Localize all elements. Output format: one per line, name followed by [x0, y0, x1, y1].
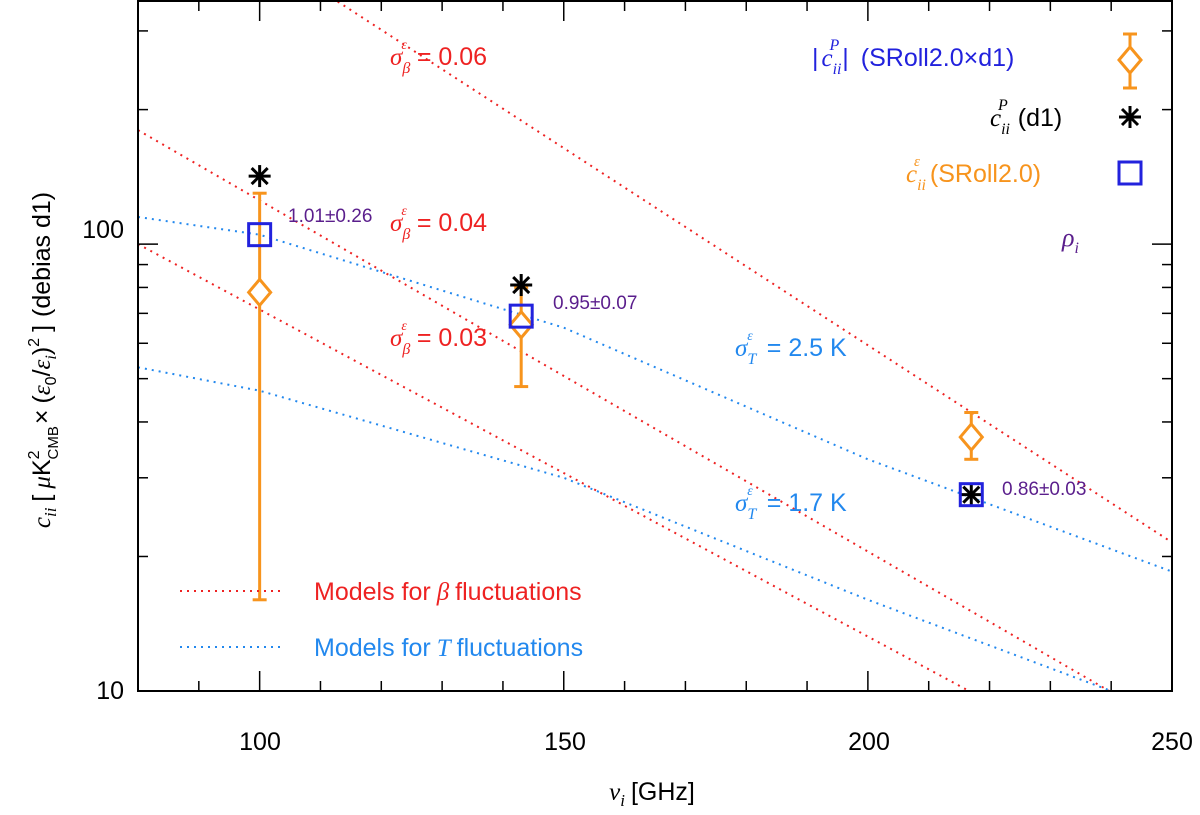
bottom-legend-beta-label: Models for β fluctuations — [314, 578, 582, 606]
model-line-beta-2 — [138, 243, 972, 691]
square-point-0 — [247, 222, 273, 248]
asterisk-point-1-d2 — [512, 275, 531, 295]
x-tick-label-100: 100 — [239, 728, 281, 756]
legend-entry-cP-d1: ciiP (d1) — [990, 97, 1062, 138]
axis-ticks — [138, 1, 1172, 692]
diamond-point-2 — [958, 421, 985, 453]
y-axis-label: cii[μK2 CMB×(ε0/εi)2](debias d1) — [26, 192, 62, 528]
diamond-point-1 — [508, 309, 535, 341]
rho-label-100: 1.01±0.26 — [288, 206, 372, 227]
model-line-T-3 — [138, 216, 1172, 573]
data-marks — [246, 165, 985, 602]
model-lines — [138, 1, 1172, 691]
x-tick-label-150: 150 — [544, 728, 586, 756]
x-tick-label-200: 200 — [848, 728, 890, 756]
sigma-beta-004-label: σβε = 0.04 — [390, 204, 487, 243]
model-line-beta-0 — [335, 1, 1172, 544]
square-point-2 — [958, 482, 984, 508]
legend-entry-ceps-sroll: ciiε (SRoll2.0) — [906, 154, 1041, 194]
rho-label-217: 0.86±0.03 — [1002, 479, 1086, 500]
model-line-T-4 — [138, 366, 1112, 691]
diamond-point-0 — [246, 277, 273, 308]
x-tick-label-250: 250 — [1151, 728, 1193, 756]
sigma-T-25-label: σTε = 2.5 K — [735, 329, 847, 368]
rho-label-143: 0.95±0.07 — [553, 293, 637, 314]
legend-marker-asterisk — [1119, 106, 1141, 128]
plot-frame — [137, 0, 1173, 692]
model-line-beta-1 — [138, 129, 1112, 691]
y-tick-label-10: 10 — [96, 677, 124, 705]
x-axis-label: νi [GHz] — [609, 778, 695, 810]
sigma-T-17-label: σTε = 1.7 K — [735, 484, 847, 523]
asterisk-point-2-d2 — [962, 485, 981, 504]
y-tick-label-100: 100 — [82, 216, 124, 244]
sigma-beta-003-label: σβε = 0.03 — [390, 319, 487, 358]
square-point-1 — [508, 303, 534, 329]
legend-marker-diamond — [1117, 32, 1143, 90]
legend-entry-rho: ρi — [1061, 223, 1079, 257]
legend-entry-abs-cP: | ciiP | (SRoll2.0×d1) — [812, 37, 1014, 78]
asterisk-point-0-d2 — [250, 167, 269, 186]
sigma-beta-006-label: σβε = 0.06 — [390, 38, 487, 77]
legend-marker-square — [1117, 160, 1143, 186]
